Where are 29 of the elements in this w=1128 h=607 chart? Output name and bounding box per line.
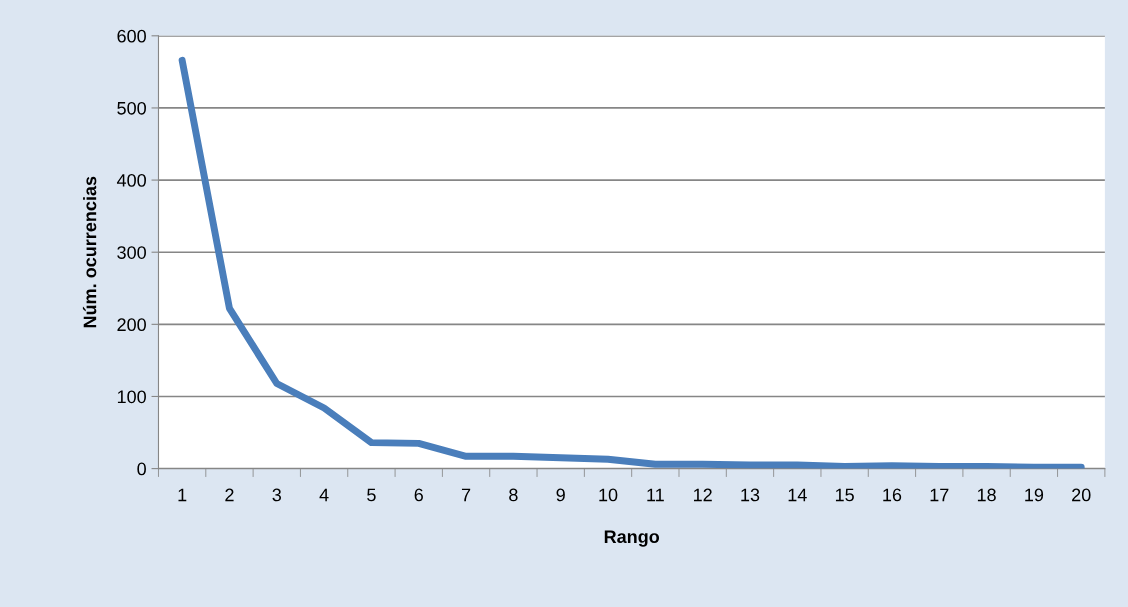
x-tick-label: 13	[741, 488, 760, 502]
x-axis-title: Rango	[604, 530, 660, 547]
x-tick-label: 8	[509, 488, 518, 502]
y-tick-label: 300	[117, 246, 146, 259]
x-tick-label: 6	[414, 488, 423, 502]
y-tick-label: 600	[117, 29, 146, 43]
y-axis-title: Núm. ocurrencias	[82, 176, 97, 328]
x-tick-label: 20	[1072, 488, 1091, 502]
x-tick-label: 4	[319, 488, 329, 502]
x-tick-label: 12	[694, 488, 712, 502]
x-tick-label: 18	[977, 488, 996, 502]
y-tick-label: 500	[117, 101, 146, 115]
x-tick-label: 19	[1025, 488, 1044, 502]
y-tick-label: 100	[117, 390, 146, 404]
x-tick-label: 9	[556, 488, 565, 502]
x-tick-label: 17	[930, 488, 949, 502]
y-tick-label: 400	[116, 174, 146, 187]
x-tick-label: 7	[461, 488, 471, 502]
x-tick-label: 15	[835, 488, 854, 502]
x-tick-label: 10	[599, 488, 618, 502]
x-tick-label: 1	[178, 488, 187, 502]
x-tick-label: 3	[272, 488, 282, 502]
x-tick-label: 14	[788, 488, 807, 502]
x-tick-label: 11	[647, 488, 664, 502]
x-tick-label: 16	[883, 488, 902, 502]
x-tick-label: 2	[225, 488, 234, 502]
y-tick-label: 0	[137, 462, 146, 476]
x-tick-label: 5	[367, 488, 376, 502]
y-tick-label: 200	[117, 318, 146, 332]
